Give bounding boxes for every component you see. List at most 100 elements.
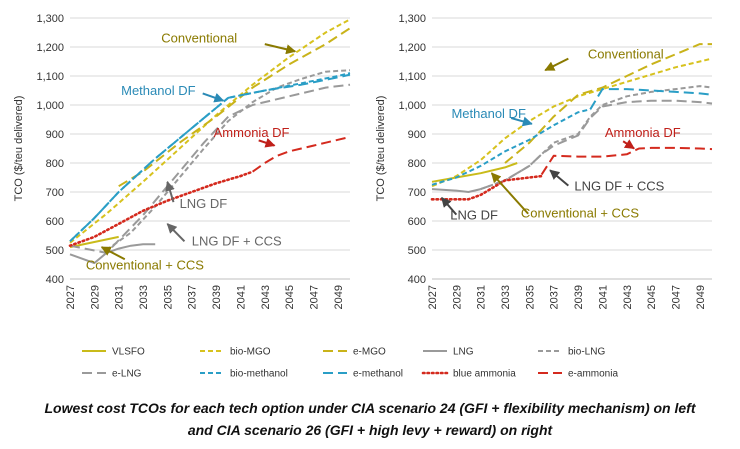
series-line-e-methanol (589, 88, 713, 110)
x-tick-label: 2043 (260, 285, 272, 309)
y-tick-label: 400 (46, 274, 64, 286)
legend-label: e-ammonia (568, 369, 618, 380)
annotation-label: Ammonia DF (605, 125, 681, 140)
y-tick-label: 1,100 (398, 71, 426, 83)
x-tick-label: 2037 (549, 285, 561, 309)
legend-label: bio-methanol (230, 369, 288, 380)
x-tick-label: 2035 (162, 285, 174, 309)
x-tick-label: 2043 (622, 285, 634, 309)
y-tick-label: 1,300 (36, 13, 64, 25)
series-line-bio-LNG (105, 69, 351, 251)
y-tick-label: 1,200 (36, 42, 64, 54)
x-tick-label: 2031 (476, 285, 488, 309)
x-tick-label: 2039 (573, 285, 585, 309)
y-axis-label: TCO ($/teu delivered) (375, 96, 387, 202)
series-line-bio-LNG (480, 85, 713, 191)
figure-caption-line-2: and CIA scenario 26 (GFI + high levy + r… (187, 422, 553, 438)
series-line-e-LNG (480, 99, 713, 191)
y-axis-label: TCO ($/teu delivered) (13, 96, 25, 202)
annotation-arrow (544, 57, 569, 72)
y-tick-label: 1,100 (36, 71, 64, 83)
annotation-arrow (510, 116, 533, 127)
y-tick-label: 600 (408, 216, 426, 228)
y-tick-label: 700 (408, 187, 426, 199)
x-tick-label: 2033 (138, 285, 150, 309)
series-line-blue-ammonia (430, 174, 543, 201)
series-line-VLSFO (69, 235, 119, 249)
annotation-label: LNG DF + CCS (574, 179, 664, 194)
x-tick-label: 2041 (597, 285, 609, 309)
annotation-label: Methanol DF (121, 83, 195, 98)
y-tick-label: 400 (408, 274, 426, 286)
x-tick-label: 2045 (284, 285, 296, 309)
legend-label: bio-MGO (230, 347, 271, 358)
x-tick-label: 2049 (695, 285, 707, 309)
series-line-e-ammonia (252, 135, 351, 173)
legend-label: blue ammonia (453, 369, 516, 380)
y-tick-label: 1,300 (398, 13, 426, 25)
series-line-blue-ammonia (68, 170, 254, 247)
x-tick-label: 2033 (500, 285, 512, 309)
figure-caption-line-1: Lowest cost TCOs for each tech option un… (44, 400, 696, 416)
y-tick-label: 1,200 (398, 42, 426, 54)
x-tick-label: 2035 (524, 285, 536, 309)
y-tick-label: 900 (46, 129, 64, 141)
annotation-arrow (440, 197, 458, 216)
series-line-bio-methanol (69, 72, 351, 243)
legend-label: VLSFO (112, 347, 145, 358)
x-tick-label: 2045 (646, 285, 658, 309)
legend-label: bio-LNG (568, 347, 605, 358)
y-tick-label: 700 (46, 187, 64, 199)
annotation-label: Conventional (588, 47, 664, 62)
x-tick-label: 2049 (333, 285, 345, 309)
annotation-arrow (202, 92, 225, 103)
y-tick-label: 1,000 (36, 100, 64, 112)
x-tick-label: 2041 (235, 285, 247, 309)
y-tick-label: 1,000 (398, 100, 426, 112)
x-tick-label: 2027 (427, 285, 439, 309)
legend-label: LNG (453, 347, 474, 358)
series-line-e-MGO (118, 27, 351, 188)
y-tick-label: 800 (408, 158, 426, 170)
annotation-arrow (622, 139, 635, 150)
annotation-label: Conventional + CCS (86, 258, 204, 273)
x-tick-label: 2029 (89, 285, 101, 309)
annotation-arrow (166, 223, 186, 242)
annotation-arrow (258, 138, 276, 148)
annotation-label: LNG DF + CCS (192, 234, 282, 249)
series-line-e-MGO (504, 43, 712, 164)
x-tick-label: 2037 (187, 285, 199, 309)
legend-label: e-LNG (112, 369, 142, 380)
tco-charts: 400 500 600 700 800 900 1,000 1,100 1,200 1,300 20… (13, 13, 713, 380)
legend-label: e-methanol (353, 369, 403, 380)
chart-panel-right: 400 500 600 700 800 900 1,000 1,100 1,200 1,300 20… (375, 13, 713, 309)
annotation-label: Conventional (161, 31, 237, 46)
annotation-label: Methanol DF (451, 106, 525, 121)
x-tick-label: 2031 (114, 285, 126, 309)
y-tick-label: 600 (46, 216, 64, 228)
x-tick-label: 2029 (451, 285, 463, 309)
annotation-arrow (549, 169, 569, 187)
x-tick-label: 2039 (211, 285, 223, 309)
y-tick-label: 500 (46, 245, 64, 257)
series-line-bio-MGO (69, 18, 351, 244)
annotation-label: Conventional + CCS (521, 206, 639, 221)
y-tick-label: 900 (408, 129, 426, 141)
series-line-e-ammonia (540, 146, 713, 176)
chart-panel-left: 400 500 600 700 800 900 1,000 1,100 1,200 1,300 20… (13, 13, 351, 309)
annotation-arrow (165, 180, 175, 203)
y-tick-label: 800 (46, 158, 64, 170)
series-line-LNG (431, 188, 481, 193)
y-tick-label: 500 (408, 245, 426, 257)
series-line-VLSFO (431, 162, 518, 183)
series-line-bio-MGO (431, 57, 713, 188)
x-tick-label: 2027 (65, 285, 77, 309)
legend-label: e-MGO (353, 347, 386, 358)
annotation-arrow (264, 43, 297, 55)
annotation-label: LNG DF (180, 196, 228, 211)
series-line-e-methanol (69, 73, 351, 243)
annotation-arrow (100, 246, 126, 261)
x-tick-label: 2047 (308, 285, 320, 309)
series-line-LNG (69, 243, 156, 265)
